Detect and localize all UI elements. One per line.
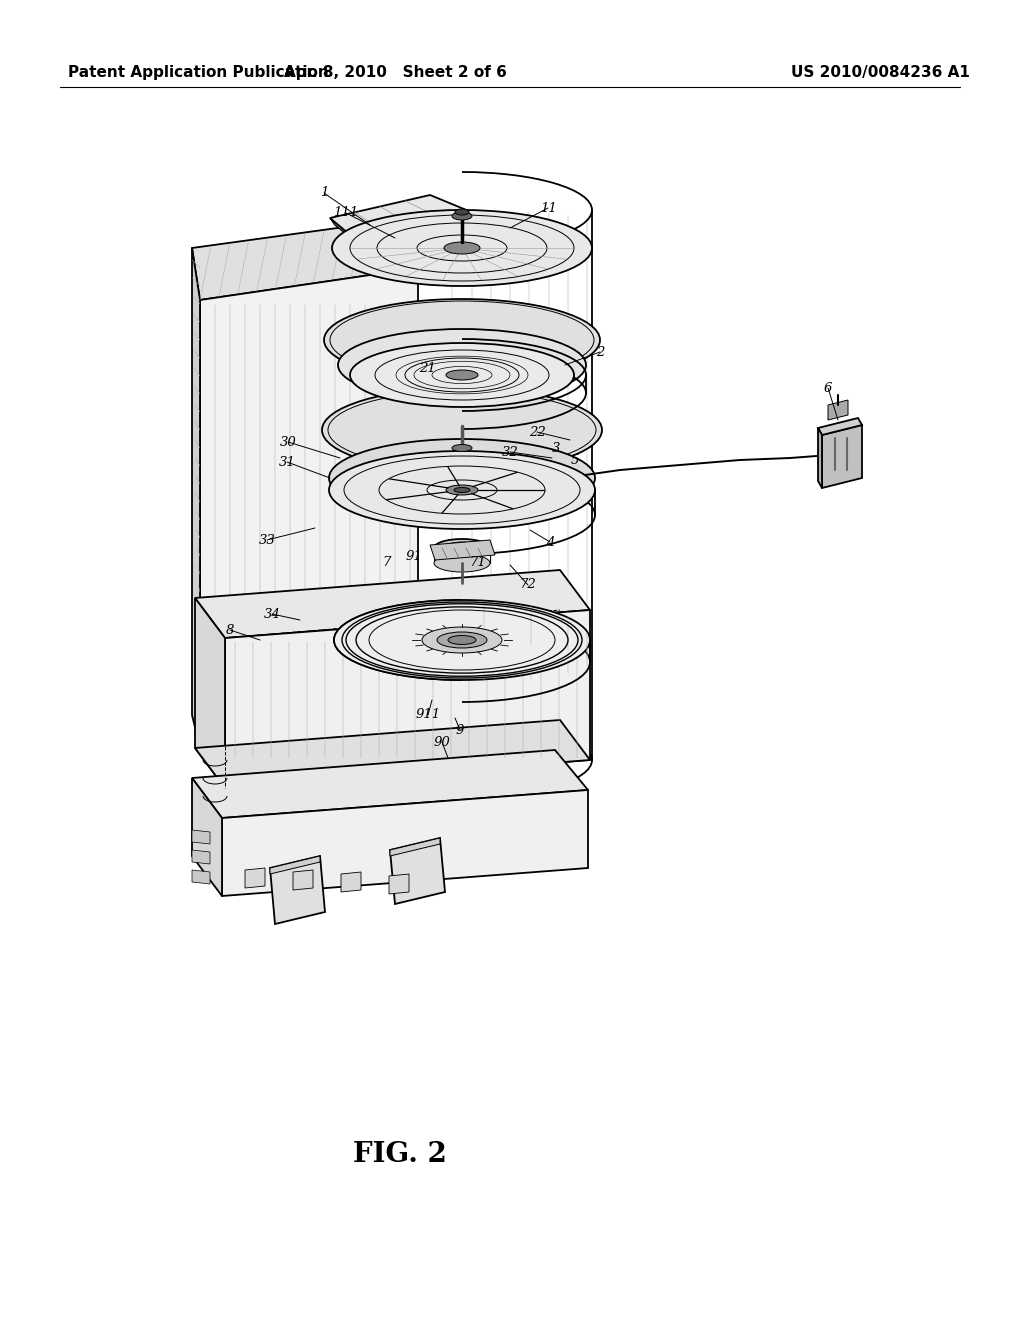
Text: 71: 71	[470, 556, 486, 569]
Text: 4: 4	[546, 536, 554, 549]
Text: 11: 11	[540, 202, 556, 214]
Polygon shape	[330, 218, 385, 265]
Text: Patent Application Publication: Patent Application Publication	[68, 65, 329, 79]
Text: 30: 30	[280, 436, 296, 449]
Text: 5: 5	[570, 454, 580, 466]
Ellipse shape	[334, 601, 590, 680]
Polygon shape	[270, 855, 325, 924]
Ellipse shape	[452, 213, 472, 220]
Text: 9: 9	[456, 723, 464, 737]
Polygon shape	[341, 873, 361, 892]
Polygon shape	[390, 838, 440, 855]
Ellipse shape	[452, 445, 472, 451]
Ellipse shape	[444, 543, 480, 554]
Ellipse shape	[338, 329, 586, 401]
Polygon shape	[818, 428, 822, 488]
Polygon shape	[193, 850, 210, 865]
Polygon shape	[193, 830, 210, 843]
Polygon shape	[200, 268, 418, 748]
Polygon shape	[245, 869, 265, 888]
Text: 32: 32	[502, 446, 518, 458]
Text: 33: 33	[259, 533, 275, 546]
Ellipse shape	[449, 635, 476, 644]
Ellipse shape	[322, 388, 602, 473]
Polygon shape	[293, 870, 313, 890]
Text: 2: 2	[596, 346, 604, 359]
Polygon shape	[193, 248, 200, 748]
Polygon shape	[193, 750, 588, 818]
Polygon shape	[193, 870, 210, 884]
Polygon shape	[430, 540, 495, 560]
Text: 111: 111	[334, 206, 358, 219]
Ellipse shape	[422, 627, 502, 653]
Polygon shape	[195, 719, 590, 788]
Ellipse shape	[434, 554, 490, 572]
Polygon shape	[195, 570, 590, 638]
Ellipse shape	[437, 632, 487, 648]
Ellipse shape	[454, 487, 470, 492]
Polygon shape	[822, 425, 862, 488]
Text: 6: 6	[824, 381, 833, 395]
Polygon shape	[193, 218, 418, 300]
Polygon shape	[330, 195, 510, 260]
Text: 911: 911	[416, 709, 440, 722]
Polygon shape	[222, 789, 588, 896]
Ellipse shape	[329, 451, 595, 529]
Ellipse shape	[444, 242, 480, 253]
Ellipse shape	[324, 300, 600, 381]
Ellipse shape	[332, 210, 592, 286]
Text: FIG. 2: FIG. 2	[353, 1142, 446, 1168]
Polygon shape	[818, 418, 862, 436]
Ellipse shape	[329, 440, 595, 517]
Polygon shape	[270, 855, 319, 874]
Ellipse shape	[455, 209, 469, 215]
Text: US 2010/0084236 A1: US 2010/0084236 A1	[791, 65, 970, 79]
Ellipse shape	[446, 484, 478, 495]
Text: 7: 7	[383, 556, 391, 569]
Ellipse shape	[350, 343, 574, 407]
Text: 72: 72	[519, 578, 537, 591]
Polygon shape	[193, 777, 222, 896]
Text: 21: 21	[419, 362, 435, 375]
Text: 90: 90	[433, 735, 451, 748]
Text: 22: 22	[528, 425, 546, 438]
Ellipse shape	[434, 539, 490, 557]
Ellipse shape	[446, 370, 478, 380]
Text: 91: 91	[406, 549, 422, 562]
Polygon shape	[389, 874, 409, 894]
Text: 34: 34	[263, 607, 281, 620]
Polygon shape	[390, 838, 445, 904]
Text: 3: 3	[552, 441, 560, 454]
Polygon shape	[225, 610, 590, 788]
Text: 1: 1	[319, 186, 328, 199]
Text: Apr. 8, 2010   Sheet 2 of 6: Apr. 8, 2010 Sheet 2 of 6	[284, 65, 507, 79]
Polygon shape	[195, 598, 225, 788]
Polygon shape	[828, 400, 848, 420]
Text: 31: 31	[279, 455, 295, 469]
Text: 8: 8	[226, 623, 234, 636]
